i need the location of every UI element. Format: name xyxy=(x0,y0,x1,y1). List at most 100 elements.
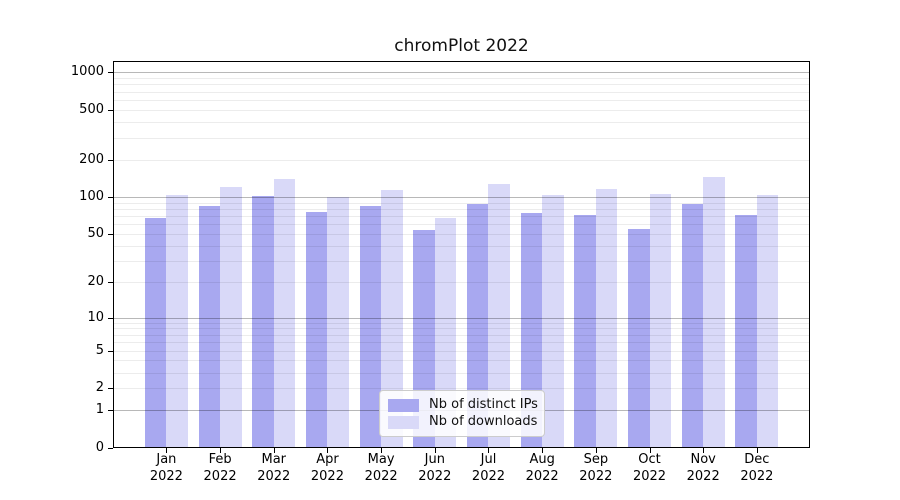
bar-distinct-ips-dec xyxy=(735,215,757,448)
bar-distinct-ips-apr xyxy=(305,211,328,448)
x-tick-nov xyxy=(703,448,705,453)
bar-distinct-ips-oct xyxy=(628,229,650,448)
bar-downloads-jul xyxy=(488,184,510,448)
gridline-minor-50 xyxy=(113,234,810,236)
gridline-minor-60 xyxy=(113,224,810,226)
bar-downloads-may xyxy=(381,190,403,448)
legend-swatch-downloads xyxy=(388,415,419,429)
gridline-minor-4 xyxy=(113,360,810,362)
x-tick-feb xyxy=(220,448,222,453)
x-tick-month-sep: Sep xyxy=(583,452,609,467)
bar-downloads-sep xyxy=(595,189,618,448)
y-tick-50 xyxy=(108,234,113,236)
y-tick-2 xyxy=(108,388,113,390)
y-tick-label-0: 0 xyxy=(95,440,104,455)
gridline-major-100 xyxy=(113,196,810,198)
x-tick-label-may: May 2022 xyxy=(349,452,413,485)
gridline-minor-600 xyxy=(113,99,810,101)
gridline-minor-70 xyxy=(113,216,810,218)
gridline-minor-7 xyxy=(113,334,810,336)
x-tick-label-jul: Jul 2022 xyxy=(456,452,520,485)
y-tick-1 xyxy=(108,410,113,412)
x-tick-label-apr: Apr 2022 xyxy=(295,452,359,485)
y-tick-label-200: 200 xyxy=(79,151,104,167)
gridline-minor-800 xyxy=(113,84,810,86)
x-tick-label-jan: Jan 2022 xyxy=(134,452,198,485)
y-tick-5 xyxy=(108,350,113,352)
gridline-minor-6 xyxy=(113,342,810,344)
gridline-minor-700 xyxy=(113,91,810,93)
bar-distinct-ips-aug xyxy=(520,213,543,448)
bar-distinct-ips-mar xyxy=(252,195,274,448)
x-tick-sep xyxy=(595,448,597,453)
x-tick-label-aug: Aug 2022 xyxy=(510,452,574,485)
bars-layer xyxy=(113,61,810,448)
x-tick-apr xyxy=(327,448,329,453)
x-tick-month-may: May xyxy=(367,452,395,467)
gridline-minor-500 xyxy=(113,109,810,111)
bar-distinct-ips-may xyxy=(359,205,382,448)
y-tick-label-500: 500 xyxy=(79,101,104,117)
x-tick-month-jun: Jun xyxy=(424,452,445,467)
x-tick-label-sep: Sep 2022 xyxy=(564,452,628,485)
bar-downloads-dec xyxy=(756,194,779,448)
bar-distinct-ips-nov xyxy=(681,203,704,448)
x-tick-label-feb: Feb 2022 xyxy=(188,452,252,485)
x-tick-year-mar: 2022 xyxy=(257,468,291,484)
y-tick-10 xyxy=(108,317,113,319)
x-tick-year-feb: 2022 xyxy=(203,468,237,484)
bar-downloads-feb xyxy=(220,186,242,448)
gridline-major-10 xyxy=(113,317,810,319)
x-tick-year-apr: 2022 xyxy=(310,468,344,484)
grid-layer xyxy=(113,61,810,448)
y-tick-0 xyxy=(108,448,113,449)
x-tick-month-jan: Jan xyxy=(156,452,177,467)
x-tick-year-jun: 2022 xyxy=(418,468,452,484)
x-tick-jul xyxy=(488,448,490,453)
x-tick-dec xyxy=(756,448,758,453)
x-tick-year-dec: 2022 xyxy=(740,468,774,484)
gridline-minor-900 xyxy=(113,77,810,79)
legend-item-downloads: Nb of downloads xyxy=(388,414,538,430)
bar-downloads-jan xyxy=(166,194,188,448)
gridline-minor-300 xyxy=(113,137,810,139)
x-tick-label-dec: Dec 2022 xyxy=(725,452,789,485)
legend-swatch-distinct-ips xyxy=(388,398,419,412)
y-tick-100 xyxy=(108,196,113,198)
y-tick-label-1: 1 xyxy=(95,402,104,418)
bar-distinct-ips-sep xyxy=(574,215,596,448)
gridline-major-1000 xyxy=(113,72,810,74)
y-tick-label-2: 2 xyxy=(95,380,104,396)
x-tick-month-nov: Nov xyxy=(690,452,716,467)
x-tick-year-jul: 2022 xyxy=(471,468,506,484)
y-tick-20 xyxy=(108,282,113,284)
x-tick-month-mar: Mar xyxy=(261,452,287,467)
bar-downloads-mar xyxy=(273,179,296,448)
x-tick-mar xyxy=(273,448,275,453)
gridline-minor-20 xyxy=(113,282,810,284)
y-tick-label-50: 50 xyxy=(87,226,104,242)
gridline-minor-3 xyxy=(113,372,810,374)
y-tick-label-10: 10 xyxy=(87,309,104,325)
y-tick-label-100: 100 xyxy=(79,188,104,204)
plot-area xyxy=(113,61,810,448)
x-tick-year-sep: 2022 xyxy=(579,468,613,484)
gridline-minor-9 xyxy=(113,322,810,324)
bar-downloads-nov xyxy=(703,176,725,448)
legend-label-downloads: Nb of downloads xyxy=(429,414,538,429)
gridline-minor-400 xyxy=(113,121,810,123)
x-tick-month-dec: Dec xyxy=(744,452,770,467)
bar-downloads-aug xyxy=(542,195,564,448)
y-tick-500 xyxy=(108,109,113,111)
x-tick-month-feb: Feb xyxy=(208,452,232,467)
x-tick-label-jun: Jun 2022 xyxy=(403,452,467,485)
x-tick-jan xyxy=(166,448,168,453)
x-tick-may xyxy=(381,448,383,453)
x-tick-oct xyxy=(649,448,651,453)
gridline-minor-5 xyxy=(113,350,810,352)
bar-distinct-ips-jul xyxy=(466,204,489,448)
gridline-minor-8 xyxy=(113,328,810,330)
x-tick-label-mar: Mar 2022 xyxy=(242,452,306,485)
x-tick-aug xyxy=(542,448,544,453)
